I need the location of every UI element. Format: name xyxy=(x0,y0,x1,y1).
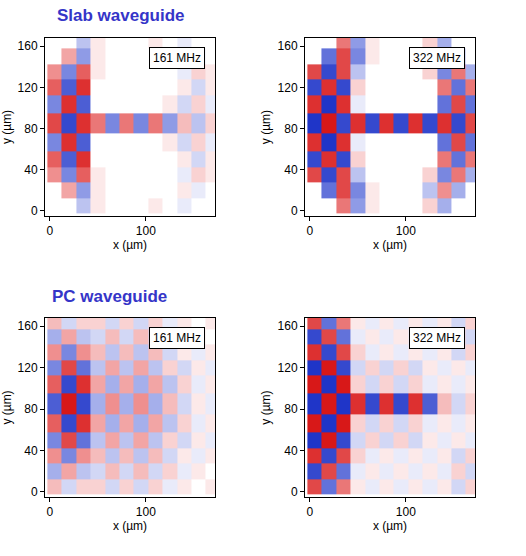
svg-text:100: 100 xyxy=(136,224,156,238)
svg-text:0: 0 xyxy=(46,224,53,238)
svg-text:y (µm): y (µm) xyxy=(259,110,273,144)
svg-text:120: 120 xyxy=(278,361,298,375)
svg-text:0: 0 xyxy=(31,485,38,499)
svg-text:100: 100 xyxy=(396,505,416,519)
svg-text:80: 80 xyxy=(24,122,38,136)
svg-text:100: 100 xyxy=(396,224,416,238)
svg-text:120: 120 xyxy=(18,81,38,95)
svg-text:160: 160 xyxy=(18,319,38,333)
svg-text:0: 0 xyxy=(291,485,298,499)
svg-text:0: 0 xyxy=(31,204,38,218)
svg-text:160: 160 xyxy=(278,39,298,53)
svg-text:100: 100 xyxy=(136,505,156,519)
svg-text:40: 40 xyxy=(284,444,298,458)
svg-text:160: 160 xyxy=(18,39,38,53)
svg-text:40: 40 xyxy=(24,444,38,458)
svg-text:120: 120 xyxy=(278,81,298,95)
svg-text:322 MHz: 322 MHz xyxy=(413,51,461,65)
svg-text:80: 80 xyxy=(284,402,298,416)
svg-text:0: 0 xyxy=(306,505,313,519)
svg-text:80: 80 xyxy=(284,122,298,136)
svg-text:40: 40 xyxy=(284,163,298,177)
svg-text:x (µm): x (µm) xyxy=(113,519,147,533)
svg-text:0: 0 xyxy=(306,224,313,238)
svg-text:161 MHz: 161 MHz xyxy=(153,331,201,345)
svg-text:Slab waveguide: Slab waveguide xyxy=(57,6,185,25)
svg-text:PC waveguide: PC waveguide xyxy=(52,287,167,306)
svg-text:160: 160 xyxy=(278,319,298,333)
svg-text:y (µm): y (µm) xyxy=(0,390,14,424)
svg-text:y (µm): y (µm) xyxy=(0,110,14,144)
svg-text:80: 80 xyxy=(24,402,38,416)
svg-text:322 MHz: 322 MHz xyxy=(413,331,461,345)
svg-text:x (µm): x (µm) xyxy=(113,238,147,252)
svg-text:x (µm): x (µm) xyxy=(373,519,407,533)
svg-text:0: 0 xyxy=(46,505,53,519)
svg-text:161 MHz: 161 MHz xyxy=(153,51,201,65)
svg-text:120: 120 xyxy=(18,361,38,375)
svg-text:x (µm): x (µm) xyxy=(373,238,407,252)
svg-text:y (µm): y (µm) xyxy=(259,390,273,424)
svg-text:0: 0 xyxy=(291,204,298,218)
svg-text:40: 40 xyxy=(24,163,38,177)
